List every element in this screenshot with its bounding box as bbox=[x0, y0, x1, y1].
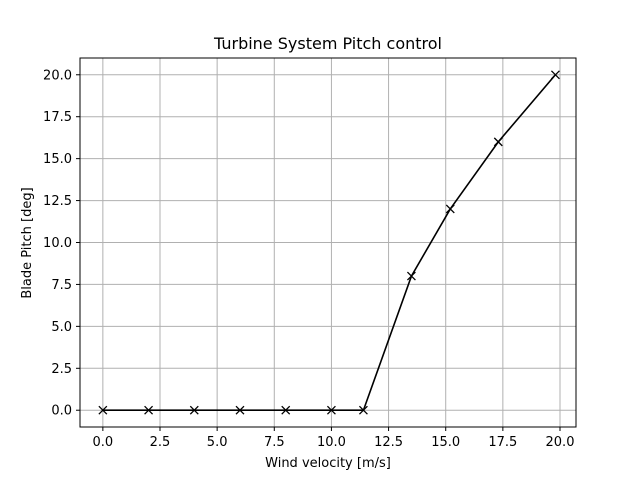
data-markers bbox=[98, 70, 560, 415]
data-point-marker bbox=[445, 204, 455, 214]
data-point-marker bbox=[326, 405, 336, 415]
data-point-marker bbox=[281, 405, 291, 415]
data-point-marker bbox=[189, 405, 199, 415]
y-tick-label: 7.5 bbox=[51, 278, 72, 293]
data-point-marker bbox=[550, 70, 560, 80]
y-ticks: 0.0 2.5 5.0 7.5 10.0 12.5 15.0 17.5 20.0 bbox=[43, 68, 80, 419]
y-tick-label: 20.0 bbox=[43, 68, 72, 83]
x-ticks: 0.0 2.5 5.0 7.5 10.0 12.5 15.0 17.5 20.0 bbox=[93, 427, 575, 450]
data-point-marker bbox=[235, 405, 245, 415]
x-tick-label: 7.5 bbox=[264, 435, 285, 450]
y-tick-label: 12.5 bbox=[43, 194, 72, 209]
data-point-marker bbox=[358, 405, 368, 415]
data-point-marker bbox=[406, 271, 416, 281]
y-tick-label: 0.0 bbox=[51, 404, 72, 419]
x-tick-label: 10.0 bbox=[317, 435, 346, 450]
x-tick-label: 0.0 bbox=[93, 435, 114, 450]
y-tick-label: 15.0 bbox=[43, 152, 72, 167]
data-point-marker bbox=[98, 405, 108, 415]
y-tick-label: 10.0 bbox=[43, 236, 72, 251]
x-tick-label: 20.0 bbox=[546, 435, 575, 450]
x-tick-label: 15.0 bbox=[431, 435, 460, 450]
grid bbox=[80, 58, 576, 427]
data-point-marker bbox=[144, 405, 154, 415]
data-point-marker bbox=[493, 137, 503, 147]
x-tick-label: 2.5 bbox=[150, 435, 171, 450]
y-tick-label: 5.0 bbox=[51, 320, 72, 335]
y-axis-label: Blade Pitch [deg] bbox=[20, 187, 35, 298]
x-tick-label: 12.5 bbox=[374, 435, 403, 450]
x-tick-label: 17.5 bbox=[488, 435, 517, 450]
x-tick-label: 5.0 bbox=[207, 435, 228, 450]
chart-title: Turbine System Pitch control bbox=[213, 34, 442, 53]
y-tick-label: 17.5 bbox=[43, 110, 72, 125]
y-tick-label: 2.5 bbox=[51, 362, 72, 377]
x-axis-label: Wind velocity [m/s] bbox=[265, 456, 391, 471]
